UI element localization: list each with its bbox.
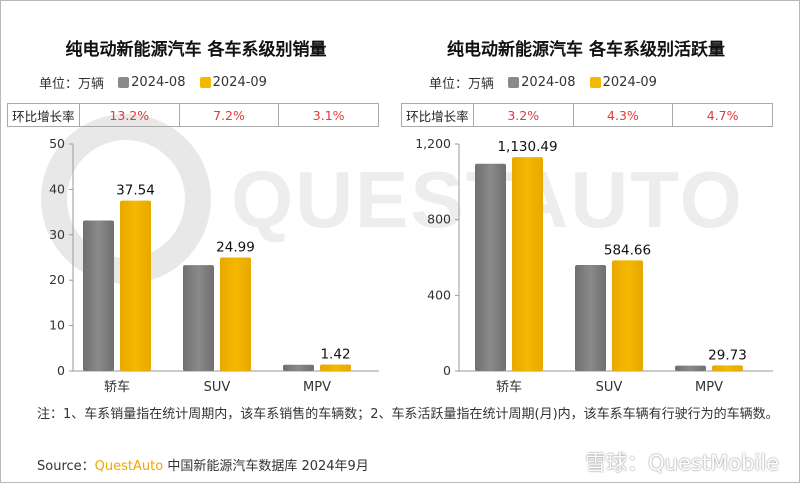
legend-label-2024-08: 2024-08 xyxy=(131,75,186,90)
x-tick-label: MPV xyxy=(303,380,331,395)
unit-label: 单位：万辆 xyxy=(429,77,495,92)
x-tick-label: MPV xyxy=(695,380,723,395)
y-tick-label: 400 xyxy=(427,287,451,302)
bar xyxy=(320,364,351,371)
x-tick-label: 轿车 xyxy=(496,379,522,395)
legend-swatch-2024-08 xyxy=(118,77,130,88)
source-line: Source：QuestAuto 中国新能源汽车数据库 2024年9月 xyxy=(37,455,369,474)
legend-swatch-2024-09 xyxy=(199,77,211,88)
data-label: 37.54 xyxy=(116,183,155,199)
sales-bar-chart: 0 10 20 30 40 50 37.54 轿车 24.99 SUV 1.42 MPV xyxy=(49,136,379,395)
mom-value-suv: 7.2% xyxy=(178,103,280,127)
source-text: 中国新能源汽车数据库 2024年9月 xyxy=(163,459,369,474)
y-tick-label: 30 xyxy=(49,227,65,242)
data-label: 1.42 xyxy=(320,347,350,363)
mom-value-mpv: 3.1% xyxy=(278,103,379,127)
active-panel: 纯电动新能源汽车 各车系级别活跃量 单位：万辆 2024-08 2024-09 … xyxy=(391,1,781,401)
y-tick-label: 50 xyxy=(49,136,65,151)
bar xyxy=(120,200,151,371)
mom-label: 环比增长率 xyxy=(401,103,474,127)
sales-panel: 纯电动新能源汽车 各车系级别销量 单位：万辆 2024-08 2024-09 环… xyxy=(1,1,391,401)
y-tick-label: 20 xyxy=(49,272,65,287)
legend-swatch-2024-09 xyxy=(589,77,601,88)
source-prefix: Source： xyxy=(37,459,95,474)
footnote: 注：1、车系销量指在统计周期内，该车系销售的车辆数；2、车系活跃量指在统计周期(… xyxy=(37,407,779,422)
x-tick-label: SUV xyxy=(204,380,231,395)
data-label: 1,130.49 xyxy=(497,139,557,155)
legend-swatch-2024-08 xyxy=(508,77,520,88)
mom-value-sedan: 3.2% xyxy=(472,103,574,127)
y-tick-label: 40 xyxy=(49,181,65,196)
bar xyxy=(712,365,743,371)
mom-table: 环比增长率 13.2% 7.2% 3.1% xyxy=(7,103,379,127)
mom-value-sedan: 13.2% xyxy=(78,103,180,127)
x-tick-label: 轿车 xyxy=(104,379,130,395)
source-brand: QuestAuto xyxy=(94,459,164,474)
data-label: 584.66 xyxy=(604,242,651,258)
bar xyxy=(220,257,251,371)
bar xyxy=(283,364,314,371)
credit-watermark: 雪球：QuestMobile xyxy=(585,451,779,475)
x-tick-label: SUV xyxy=(596,380,623,395)
y-tick-label: 1,200 xyxy=(415,136,451,151)
mom-value-suv: 4.3% xyxy=(572,103,674,127)
y-tick-label: 800 xyxy=(427,212,451,227)
y-tick-label: 0 xyxy=(443,363,451,378)
y-tick-label: 10 xyxy=(49,318,65,333)
mom-value-mpv: 4.7% xyxy=(672,103,773,127)
bar xyxy=(475,163,506,371)
bar xyxy=(575,264,606,371)
bar xyxy=(675,365,706,371)
legend: 单位：万辆 2024-08 2024-09 xyxy=(429,73,657,92)
mom-table: 环比增长率 3.2% 4.3% 4.7% xyxy=(401,103,773,127)
bar xyxy=(183,265,214,371)
chart-title: 纯电动新能源汽车 各车系级别活跃量 xyxy=(447,40,725,60)
data-label: 24.99 xyxy=(216,240,255,256)
mom-label: 环比增长率 xyxy=(7,103,80,127)
bar xyxy=(83,220,114,371)
legend-label-2024-09: 2024-09 xyxy=(212,75,267,90)
chart-title: 纯电动新能源汽车 各车系级别销量 xyxy=(65,40,327,60)
bar xyxy=(612,260,643,371)
unit-label: 单位：万辆 xyxy=(39,77,105,92)
y-tick-label: 0 xyxy=(57,363,65,378)
active-bar-chart: 0 400 800 1,200 1,130.49 轿车 584.66 SUV 29.73 MPV xyxy=(415,136,773,395)
data-label: 29.73 xyxy=(708,347,747,363)
legend-label-2024-08: 2024-08 xyxy=(521,75,576,90)
bar xyxy=(512,157,543,371)
legend-label-2024-09: 2024-09 xyxy=(602,75,657,90)
legend: 单位：万辆 2024-08 2024-09 xyxy=(39,73,267,92)
